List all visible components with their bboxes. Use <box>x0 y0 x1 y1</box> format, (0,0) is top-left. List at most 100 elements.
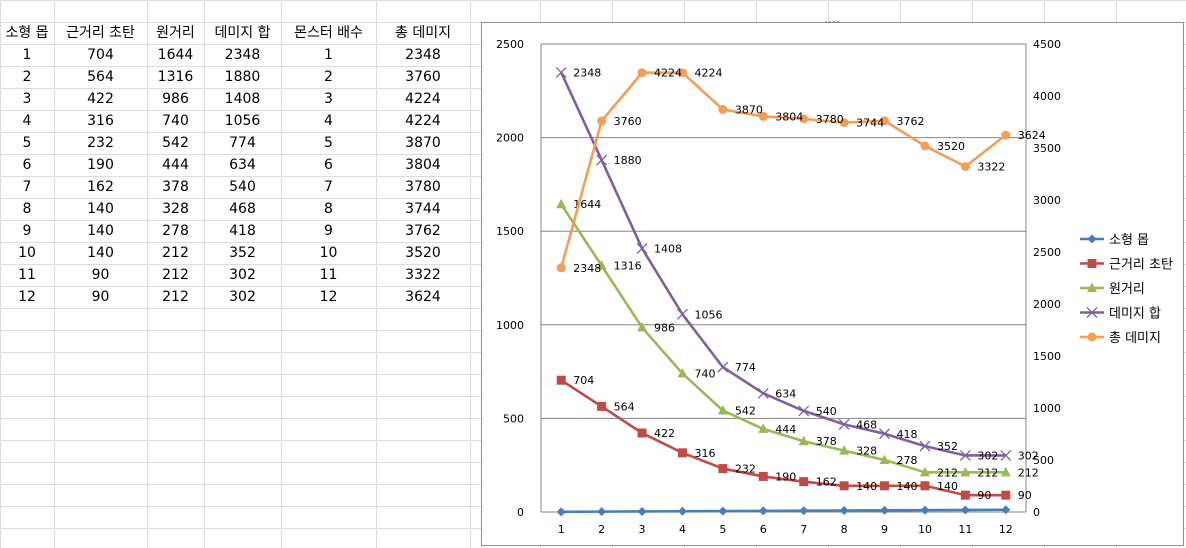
table-header-cell[interactable]: 원거리 <box>156 25 195 41</box>
data-label: 3780 <box>816 113 844 126</box>
table-cell[interactable]: 3624 <box>405 289 441 305</box>
table-cell[interactable]: 5 <box>324 135 333 151</box>
table-cell[interactable]: 9 <box>324 223 333 239</box>
table-cell[interactable]: 564 <box>87 69 114 85</box>
table-cell[interactable]: 2 <box>22 69 32 85</box>
table-cell[interactable]: 90 <box>91 267 110 283</box>
table-cell[interactable]: 278 <box>162 223 189 239</box>
y2-tick-label: 1000 <box>1033 402 1061 415</box>
table-cell[interactable]: 774 <box>229 135 256 151</box>
table-cell[interactable]: 4 <box>324 113 333 129</box>
table-cell[interactable]: 1 <box>22 47 32 63</box>
data-point-2 <box>758 471 768 481</box>
chart-area[interactable]: 0 500 1000 1500 2000 2500 0 500 1000 1500 2000 2500… <box>481 22 1184 546</box>
table-cell[interactable]: 740 <box>162 113 189 129</box>
table-cell[interactable]: 3520 <box>405 245 441 261</box>
table-cell[interactable]: 11 <box>18 267 36 283</box>
data-point-2 <box>839 481 849 491</box>
table-cell[interactable]: 1880 <box>224 69 261 85</box>
table-cell[interactable]: 704 <box>87 47 114 63</box>
table-cell[interactable]: 8 <box>324 201 333 217</box>
table-cell[interactable]: 11 <box>319 267 338 283</box>
chart-resize-handle[interactable] <box>824 20 840 24</box>
table-cell[interactable]: 212 <box>162 267 189 283</box>
data-label: 140 <box>897 480 918 493</box>
table-header-cell[interactable]: 소형 몹 <box>5 25 49 41</box>
table-cell[interactable]: 3 <box>22 91 32 107</box>
table-cell[interactable]: 10 <box>319 245 338 261</box>
data-label: 1316 <box>614 260 642 273</box>
table-cell[interactable]: 3322 <box>405 267 441 283</box>
table-header-cell[interactable]: 데미지 합 <box>214 25 271 41</box>
table-cell[interactable]: 3804 <box>405 157 441 173</box>
table-cell[interactable]: 1408 <box>224 91 261 107</box>
table-cell[interactable]: 140 <box>87 201 114 217</box>
table-cell[interactable]: 986 <box>162 91 189 107</box>
table-cell[interactable]: 2348 <box>224 47 261 63</box>
table-cell[interactable]: 378 <box>162 179 189 195</box>
table-cell[interactable]: 3780 <box>405 179 441 195</box>
table-cell[interactable]: 3760 <box>405 69 441 85</box>
table-cell[interactable]: 3762 <box>405 223 441 239</box>
table-cell[interactable]: 5 <box>22 135 32 151</box>
table-cell[interactable]: 212 <box>162 289 189 305</box>
table-cell[interactable]: 422 <box>87 91 114 107</box>
data-point-4 <box>676 308 688 320</box>
table-cell[interactable]: 140 <box>87 223 114 239</box>
table-cell[interactable]: 9 <box>22 223 32 239</box>
data-point-5 <box>1001 130 1011 140</box>
table-cell[interactable]: 542 <box>162 135 189 151</box>
table-cell[interactable]: 190 <box>87 157 114 173</box>
table-cell[interactable]: 634 <box>229 157 256 173</box>
table-cell[interactable]: 212 <box>162 245 189 261</box>
table-header-cell[interactable]: 근거리 초탄 <box>66 25 135 41</box>
table-cell[interactable]: 12 <box>18 289 36 305</box>
data-point-1 <box>718 506 728 516</box>
table-cell[interactable]: 90 <box>91 289 110 305</box>
data-point-4 <box>757 387 769 399</box>
table-cell[interactable]: 1 <box>324 47 333 63</box>
table-cell[interactable]: 3 <box>324 91 333 107</box>
legend-label: 근거리 초탄 <box>1109 258 1173 273</box>
table-cell[interactable]: 2348 <box>405 47 441 63</box>
table-cell[interactable]: 162 <box>87 179 114 195</box>
table-header-cell[interactable]: 총 데미지 <box>395 25 451 41</box>
table-cell[interactable]: 4224 <box>405 113 441 129</box>
table-cell[interactable]: 328 <box>162 201 189 217</box>
table-cell[interactable]: 7 <box>22 179 32 195</box>
table-header-cell[interactable]: 몬스터 배수 <box>294 25 363 41</box>
legend-label: 원거리 <box>1109 282 1145 297</box>
table-cell[interactable]: 1056 <box>224 113 261 129</box>
legend-marker <box>1087 234 1097 244</box>
data-point-1 <box>597 507 607 517</box>
data-point-5 <box>758 111 768 121</box>
table-cell[interactable]: 444 <box>162 157 189 173</box>
table-cell[interactable]: 4 <box>22 113 32 129</box>
data-point-1 <box>637 506 647 516</box>
table-cell[interactable]: 1316 <box>157 69 194 85</box>
table-cell[interactable]: 302 <box>229 267 256 283</box>
table-cell[interactable]: 3870 <box>405 135 441 151</box>
table-cell[interactable]: 6 <box>22 157 32 173</box>
line-chart: 0 500 1000 1500 2000 2500 0 500 1000 1500 2000 2500… <box>496 38 1173 536</box>
table-cell[interactable]: 10 <box>18 245 36 261</box>
table-cell[interactable]: 2 <box>324 69 333 85</box>
table-cell[interactable]: 140 <box>87 245 114 261</box>
table-cell[interactable]: 232 <box>87 135 114 151</box>
table-cell[interactable]: 468 <box>229 201 256 217</box>
data-label: 2348 <box>573 66 601 79</box>
x-tick-label: 4 <box>679 523 686 536</box>
table-cell[interactable]: 8 <box>22 201 32 217</box>
table-cell[interactable]: 316 <box>87 113 114 129</box>
table-cell[interactable]: 302 <box>229 289 256 305</box>
grid-column-line <box>281 0 282 548</box>
table-cell[interactable]: 352 <box>229 245 256 261</box>
table-cell[interactable]: 12 <box>319 289 338 305</box>
table-cell[interactable]: 7 <box>324 179 333 195</box>
table-cell[interactable]: 3744 <box>405 201 441 217</box>
table-cell[interactable]: 4224 <box>405 91 441 107</box>
table-cell[interactable]: 6 <box>324 157 333 173</box>
table-cell[interactable]: 540 <box>229 179 256 195</box>
table-cell[interactable]: 1644 <box>157 47 194 63</box>
table-cell[interactable]: 418 <box>229 223 256 239</box>
